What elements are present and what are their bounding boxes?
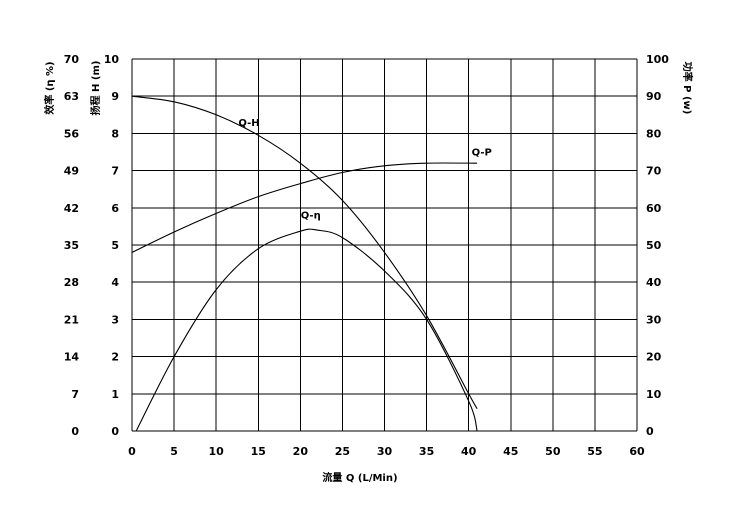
- x-tick-label: 45: [503, 445, 518, 458]
- y-power-tick-label: 40: [646, 276, 662, 289]
- x-tick-label: 10: [209, 445, 225, 458]
- y-efficiency-tick-label: 35: [64, 239, 79, 252]
- y-head-tick-label: 7: [111, 165, 119, 178]
- curve-labels: Q-H Q-P Q-η: [238, 118, 491, 221]
- x-tick-label: 30: [377, 445, 393, 458]
- series-label-q-p: Q-P: [472, 148, 492, 159]
- y-efficiency-tick-label: 14: [64, 351, 80, 364]
- y-efficiency-tick-label: 0: [71, 425, 79, 438]
- series-line-q-h: [131, 95, 478, 409]
- x-tick-label: 25: [335, 445, 350, 458]
- y-power-tick-label: 30: [646, 313, 662, 326]
- x-tick-label: 55: [587, 445, 602, 458]
- y-head-tick-label: 4: [111, 276, 119, 289]
- curves: [131, 95, 478, 432]
- y-head-tick-label: 8: [111, 127, 119, 140]
- y-power-tick-label: 70: [646, 165, 662, 178]
- y-efficiency-tick-label: 28: [64, 276, 79, 289]
- y-head-tick-label: 6: [111, 202, 119, 215]
- y-power-tick-label: 60: [646, 202, 662, 215]
- x-tick-label: 0: [128, 445, 136, 458]
- series-line-q-p: [131, 162, 478, 253]
- y-axis-title-power: 功率 P (w): [681, 62, 694, 115]
- y-axis-title-efficiency: 效率 (η %): [43, 61, 56, 114]
- y-power-tick-label: 20: [646, 351, 662, 364]
- y-efficiency-tick-label: 70: [64, 53, 80, 66]
- y-head-tick-label: 2: [111, 351, 119, 364]
- y-head-tick-label: 5: [111, 239, 119, 252]
- y-head-tick-label: 3: [111, 313, 119, 326]
- y-axis-title-head: 扬程 H (m): [89, 61, 102, 116]
- y-efficiency-tick-label: 49: [64, 165, 79, 178]
- x-tick-label: 50: [545, 445, 561, 458]
- series-label-q-h: Q-H: [238, 118, 259, 129]
- y-power-tick-label: 0: [646, 425, 654, 438]
- y-power-tick-label: 90: [646, 90, 662, 103]
- grid: [131, 58, 638, 432]
- x-tick-label: 20: [293, 445, 309, 458]
- y-efficiency-tick-label: 7: [71, 388, 79, 401]
- x-tick-label: 40: [461, 445, 477, 458]
- y-power-tick-label: 10: [646, 388, 662, 401]
- x-tick-label: 5: [170, 445, 178, 458]
- tick-labels: 0 5 10 15 20 25 30 35 40 45 50 55 600123456789100714…: [64, 53, 670, 458]
- y-head-tick-label: 10: [104, 53, 120, 66]
- y-head-tick-label: 0: [111, 425, 119, 438]
- y-efficiency-tick-label: 56: [64, 127, 80, 140]
- y-efficiency-tick-label: 21: [64, 313, 79, 326]
- y-head-tick-label: 1: [111, 388, 119, 401]
- y-head-tick-label: 9: [111, 90, 119, 103]
- x-tick-label: 60: [629, 445, 645, 458]
- x-axis-title: 流量 Q (L/Min): [322, 471, 397, 484]
- series-line-q-eta: [135, 228, 478, 432]
- y-power-tick-label: 50: [646, 239, 662, 252]
- y-efficiency-tick-label: 42: [64, 202, 79, 215]
- y-power-tick-label: 80: [646, 127, 662, 140]
- y-efficiency-tick-label: 63: [64, 90, 79, 103]
- series-label-q-eta: Q-η: [301, 210, 321, 221]
- x-tick-label: 35: [419, 445, 434, 458]
- x-tick-label: 15: [251, 445, 266, 458]
- y-power-tick-label: 100: [646, 53, 669, 66]
